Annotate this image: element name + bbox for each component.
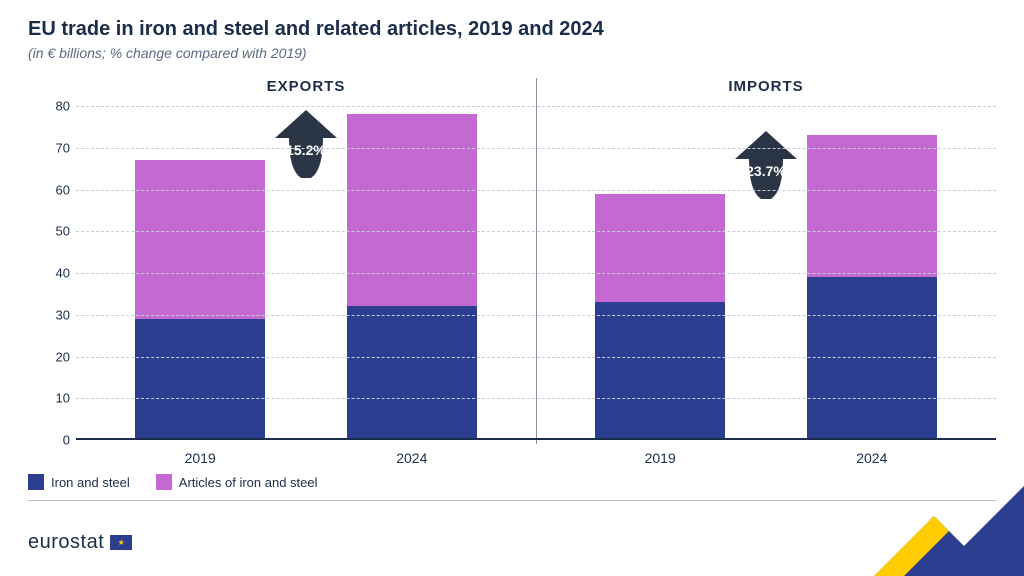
grid-line (76, 315, 996, 316)
plot-region: 2019202415.2%2019202423.7% 0102030405060… (76, 106, 996, 440)
legend-item-iron-steel: Iron and steel (28, 474, 130, 490)
grid-line (76, 190, 996, 191)
bar-segment-iron-steel (595, 302, 725, 440)
y-tick-label: 50 (36, 224, 70, 239)
change-arrow-badge: 15.2% (269, 108, 343, 182)
legend-label-1: Iron and steel (51, 475, 130, 490)
change-arrow-badge: 23.7% (729, 129, 803, 203)
grid-line (76, 398, 996, 399)
swatch-articles (156, 474, 172, 490)
corner-art-icon (844, 486, 1024, 576)
bar-segment-iron-steel (807, 277, 937, 440)
change-pct-label: 23.7% (729, 163, 803, 179)
legend: Iron and steel Articles of iron and stee… (28, 474, 318, 490)
subtitle: (in € billions; % change compared with 2… (28, 45, 996, 61)
legend-item-articles: Articles of iron and steel (156, 474, 318, 490)
bar-group (807, 135, 937, 440)
header: EU trade in iron and steel and related a… (0, 0, 1024, 67)
change-pct-label: 15.2% (269, 142, 343, 158)
grid-line (76, 148, 996, 149)
swatch-iron-steel (28, 474, 44, 490)
eu-flag-icon: ★ (110, 535, 132, 550)
bar-segment-iron-steel (135, 319, 265, 440)
grid-line (76, 231, 996, 232)
x-tick-label: 2019 (645, 450, 676, 466)
y-tick-label: 10 (36, 391, 70, 406)
bar-segment-articles (807, 135, 937, 277)
y-tick-label: 30 (36, 307, 70, 322)
x-tick-label: 2024 (856, 450, 887, 466)
y-tick-label: 20 (36, 349, 70, 364)
bar-group (347, 114, 477, 440)
y-tick-label: 60 (36, 182, 70, 197)
panel-label-exports: EXPORTS (76, 78, 536, 102)
grid-line (76, 273, 996, 274)
panel-label-imports: IMPORTS (536, 78, 996, 102)
bar-segment-articles (347, 114, 477, 306)
page-title: EU trade in iron and steel and related a… (28, 18, 996, 41)
chart-area: EXPORTS IMPORTS 2019202415.2%2019202423.… (28, 78, 996, 468)
y-tick-label: 0 (36, 433, 70, 448)
bar-segment-iron-steel (347, 306, 477, 440)
x-tick-label: 2024 (396, 450, 427, 466)
grid-line (76, 357, 996, 358)
legend-label-2: Articles of iron and steel (179, 475, 318, 490)
brand: eurostat ★ (28, 531, 132, 554)
grid-line (76, 106, 996, 107)
brand-text: eurostat (28, 531, 104, 554)
y-tick-label: 80 (36, 99, 70, 114)
x-axis-line (76, 438, 996, 440)
bar-segment-articles (595, 194, 725, 303)
y-tick-label: 70 (36, 140, 70, 155)
bar-segment-articles (135, 160, 265, 319)
x-tick-label: 2019 (185, 450, 216, 466)
y-tick-label: 40 (36, 266, 70, 281)
